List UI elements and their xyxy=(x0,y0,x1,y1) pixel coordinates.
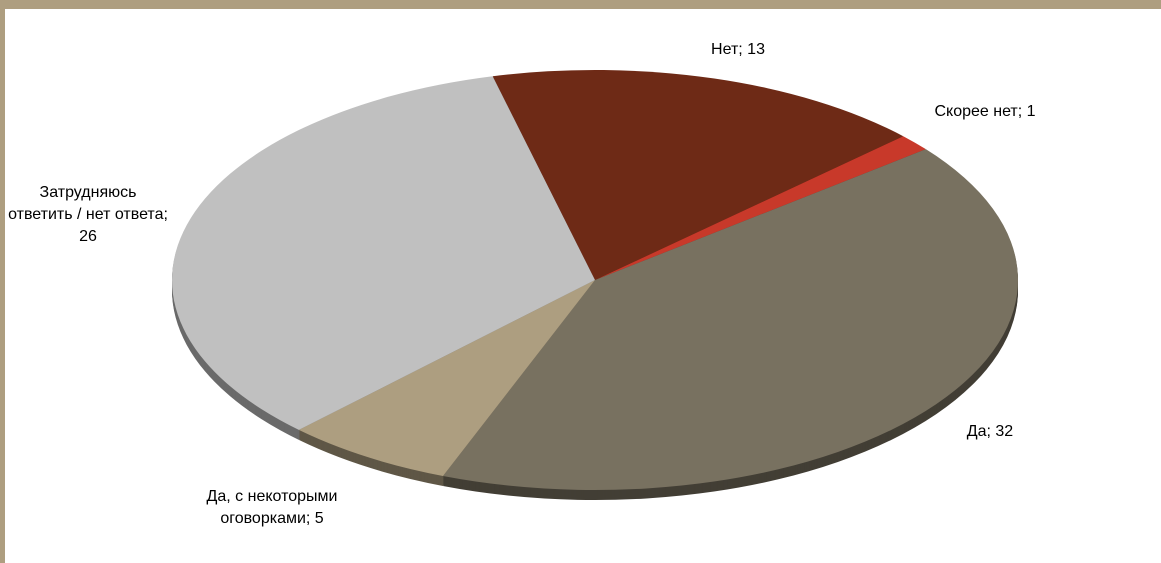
slice xyxy=(298,280,595,476)
slice xyxy=(595,136,926,280)
slice xyxy=(492,70,904,280)
data-label: Нет; 13 xyxy=(711,41,765,58)
data-label: Скорее нет; 1 xyxy=(934,103,1036,120)
data-label: Да; 32 xyxy=(966,423,1014,440)
slice xyxy=(171,76,596,430)
data-label: Да, с некоторыми оговорками; 5 xyxy=(206,488,338,527)
slice xyxy=(442,149,1018,490)
data-label: Затрудняюсь ответить / нет ответа; 26 xyxy=(8,184,168,245)
